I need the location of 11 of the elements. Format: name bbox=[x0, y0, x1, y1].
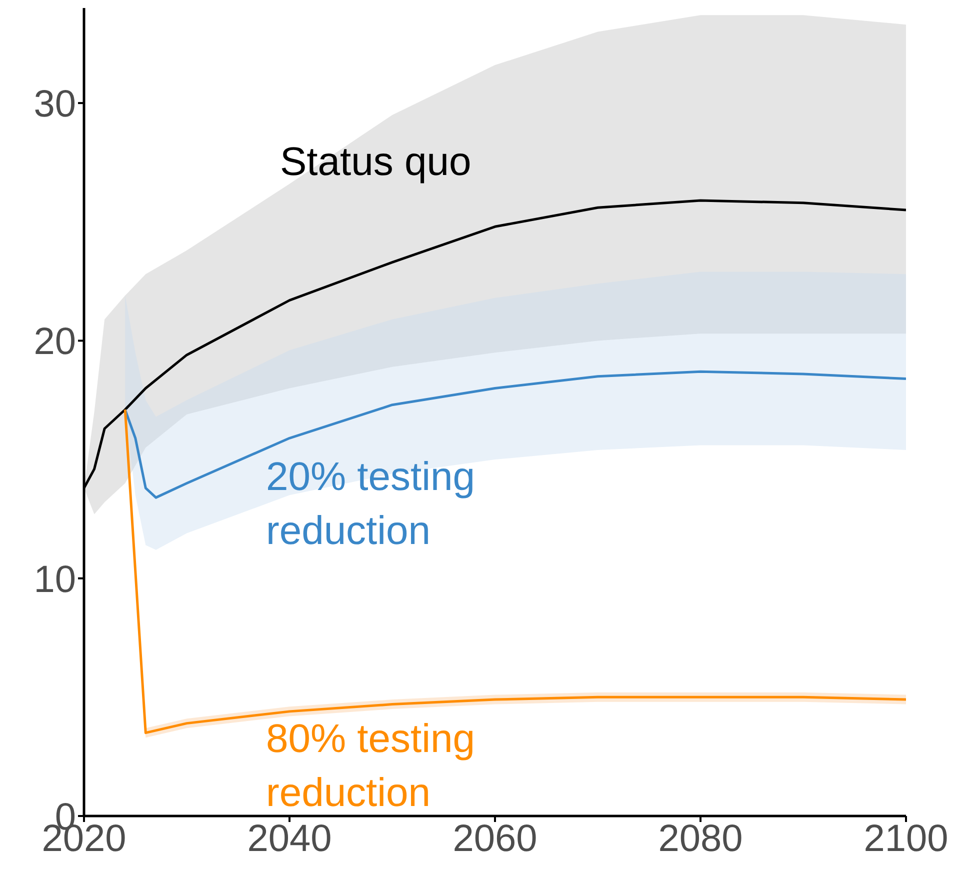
x-tick-label: 2040 bbox=[247, 818, 332, 860]
y-tick-label: 20 bbox=[34, 321, 76, 364]
series-label: 20% testing reduction bbox=[266, 454, 476, 555]
x-tick-label: 2100 bbox=[864, 818, 948, 860]
x-tick-label: 2060 bbox=[452, 818, 538, 860]
x-tick-label: 2080 bbox=[658, 818, 743, 860]
y-tick-label: 30 bbox=[34, 84, 76, 126]
y-tick-label: 10 bbox=[34, 558, 76, 601]
line-series bbox=[124, 370, 906, 499]
series-label: 80% testing reduction bbox=[266, 717, 476, 815]
series-label: Status quo bbox=[280, 139, 472, 186]
